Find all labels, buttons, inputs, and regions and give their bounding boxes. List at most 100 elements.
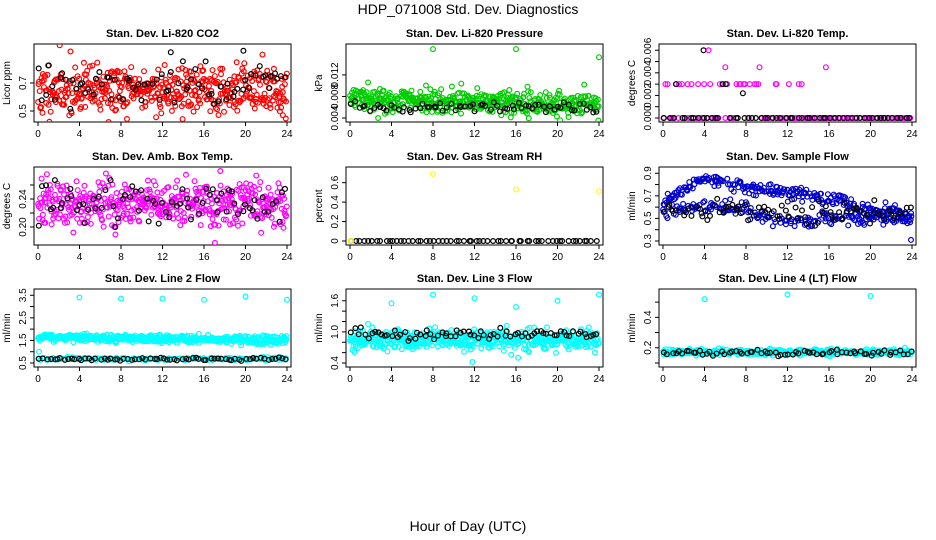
data-point	[45, 101, 52, 108]
data-point	[68, 193, 75, 200]
data-point	[161, 61, 168, 68]
data-point	[65, 90, 72, 97]
data-point	[50, 204, 57, 211]
panel-stan-dev-line-2-flow-ylabel: ml/min	[2, 313, 13, 342]
panel-stan-dev-line-4-lt-flow-ytick-label: 0.4	[643, 310, 654, 324]
data-point	[113, 190, 120, 197]
data-point	[199, 67, 206, 74]
data-point	[104, 100, 111, 107]
data-point	[695, 114, 702, 121]
data-point	[262, 78, 269, 85]
data-point	[822, 203, 829, 210]
data-point	[99, 217, 106, 224]
data-point	[489, 343, 496, 350]
data-point	[798, 207, 805, 214]
data-point	[466, 328, 473, 335]
data-point	[512, 340, 519, 347]
data-point	[469, 359, 476, 366]
data-point	[169, 81, 176, 88]
data-point	[552, 349, 559, 356]
data-point	[135, 207, 142, 214]
data-point	[538, 238, 545, 245]
data-point	[747, 209, 754, 216]
data-point	[234, 85, 241, 92]
data-point	[843, 208, 850, 215]
data-point	[124, 200, 131, 207]
data-point	[590, 331, 597, 338]
data-point	[148, 211, 155, 218]
data-point	[354, 345, 361, 352]
data-point	[435, 238, 442, 245]
panel-stan-dev-gas-stream-rh-ytick-label: 0.6	[330, 175, 341, 189]
data-point	[795, 350, 802, 357]
data-point	[181, 218, 188, 225]
data-point	[145, 218, 152, 225]
data-point	[160, 187, 167, 194]
data-point	[431, 336, 438, 343]
data-point	[100, 223, 107, 230]
data-point	[281, 81, 288, 88]
figure-title: HDP_071008 Std. Dev. Diagnostics	[357, 1, 579, 17]
data-point	[874, 114, 881, 121]
data-point	[282, 74, 289, 81]
data-point	[832, 216, 839, 223]
data-point	[595, 291, 602, 298]
data-point	[172, 184, 179, 191]
data-point	[593, 108, 600, 115]
data-point	[35, 348, 42, 355]
data-point	[402, 329, 409, 336]
data-point	[867, 293, 874, 300]
data-point	[669, 207, 676, 214]
panel-stan-dev-li-820-pressure-xtick-label: 16	[510, 129, 522, 140]
data-point	[527, 89, 534, 96]
data-point	[76, 294, 83, 301]
data-point	[64, 219, 71, 226]
data-point	[799, 198, 806, 205]
data-point	[704, 217, 711, 224]
data-point	[770, 208, 777, 215]
data-point	[136, 218, 143, 225]
data-point	[96, 188, 103, 195]
data-point	[595, 339, 602, 346]
data-point	[152, 182, 159, 189]
data-point	[817, 190, 824, 197]
data-point	[802, 190, 809, 197]
data-point	[125, 204, 132, 211]
data-point	[881, 216, 888, 223]
data-point	[158, 110, 165, 117]
data-point	[114, 215, 121, 222]
data-point	[188, 68, 195, 75]
data-point	[229, 220, 236, 227]
data-point	[512, 304, 519, 311]
data-point	[427, 331, 434, 338]
data-point	[581, 81, 588, 88]
data-point	[82, 89, 89, 96]
data-point	[701, 198, 708, 205]
panel-stan-dev-line-2-flow-xtick-label: 4	[77, 374, 83, 385]
data-point	[700, 114, 707, 121]
data-point	[713, 350, 720, 357]
data-point	[571, 107, 578, 114]
panel-stan-dev-sample-flow-xtick-label: 16	[823, 252, 835, 263]
data-point	[197, 100, 204, 107]
data-point	[789, 114, 796, 121]
data-point	[59, 70, 66, 77]
data-point	[268, 214, 275, 221]
data-point	[105, 74, 112, 81]
data-point	[107, 177, 114, 184]
data-point	[250, 183, 257, 190]
panel-stan-dev-gas-stream-rh: Stan. Dev. Gas Stream RH percent 0 4 8 12 16 20…	[314, 151, 605, 263]
panel-stan-dev-line-3-flow-xtick-label: 24	[593, 374, 605, 385]
data-point	[163, 214, 170, 221]
data-point	[908, 210, 915, 217]
data-point	[120, 96, 127, 103]
data-point	[563, 332, 570, 339]
data-point	[587, 343, 594, 350]
data-point	[106, 203, 113, 210]
data-point	[166, 72, 173, 79]
data-point	[869, 205, 876, 212]
data-point	[241, 201, 248, 208]
data-point	[423, 238, 430, 245]
data-point	[482, 102, 489, 109]
data-point	[377, 338, 384, 345]
